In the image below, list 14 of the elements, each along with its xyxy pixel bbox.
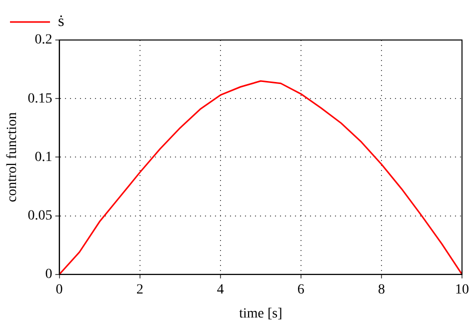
x-tick-label: 4 [216,282,224,298]
x-tick-label: 8 [378,282,385,298]
x-tick-label: 2 [136,282,144,298]
y-tick-label: 0.05 [28,208,52,224]
legend-label: ṡ [58,13,64,30]
y-tick-label: 0 [45,267,52,282]
x-tick-label: 6 [297,282,304,298]
x-tick-label: 10 [455,282,469,298]
x-axis-title: time [s] [239,306,282,322]
y-axis-title: control function [5,112,20,202]
x-tick-label: 0 [56,282,63,298]
y-tick-label: 0.15 [28,91,52,106]
y-tick-label: 0.2 [34,32,52,48]
y-tick-label: 0.1 [34,150,52,165]
